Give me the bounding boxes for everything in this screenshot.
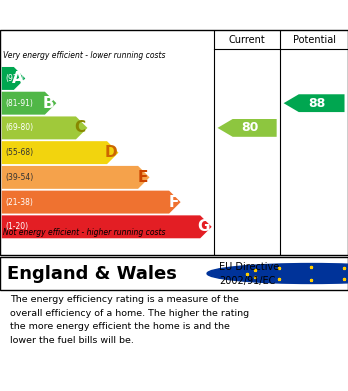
Polygon shape [2,215,212,238]
Text: (55-68): (55-68) [5,148,33,157]
Text: D: D [104,145,117,160]
Polygon shape [2,141,118,164]
Polygon shape [2,166,150,189]
Text: (21-38): (21-38) [5,197,33,206]
Text: B: B [43,96,55,111]
Text: E: E [137,170,148,185]
Text: Potential: Potential [293,35,335,45]
Text: (92-100): (92-100) [5,74,38,83]
Polygon shape [284,94,345,112]
Text: C: C [74,120,86,135]
Polygon shape [218,119,277,137]
Polygon shape [2,117,87,139]
Polygon shape [2,92,56,115]
Text: Very energy efficient - lower running costs: Very energy efficient - lower running co… [3,52,166,61]
Text: EU Directive
2002/91/EC: EU Directive 2002/91/EC [219,262,279,285]
Text: (1-20): (1-20) [5,222,28,231]
Text: 88: 88 [308,97,325,109]
Polygon shape [2,67,25,90]
Polygon shape [2,191,181,213]
Circle shape [207,264,348,283]
Text: A: A [12,71,24,86]
Text: The energy efficiency rating is a measure of the
overall efficiency of a home. T: The energy efficiency rating is a measur… [10,295,250,345]
Text: (81-91): (81-91) [5,99,33,108]
Text: Not energy efficient - higher running costs: Not energy efficient - higher running co… [3,228,166,237]
Text: 80: 80 [241,122,259,135]
Text: Current: Current [229,35,266,45]
Text: Energy Efficiency Rating: Energy Efficiency Rating [10,5,239,23]
Text: (39-54): (39-54) [5,173,33,182]
Text: F: F [168,195,179,210]
Text: England & Wales: England & Wales [7,264,177,283]
Text: G: G [197,219,210,234]
Text: (69-80): (69-80) [5,124,33,133]
